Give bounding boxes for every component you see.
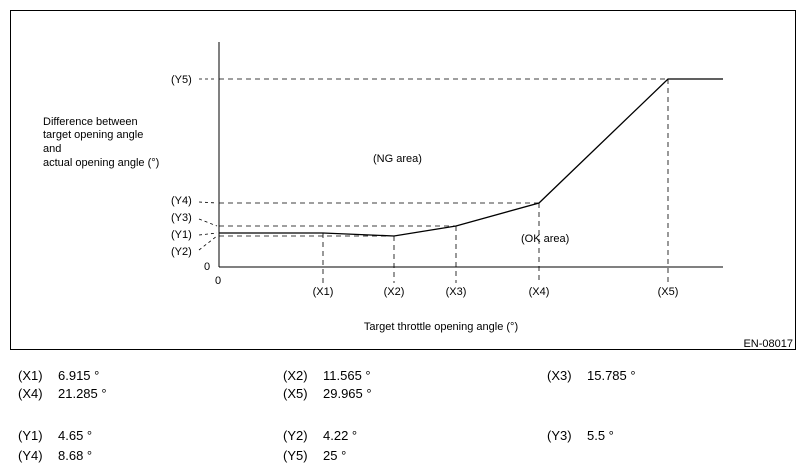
value-key: (X3)	[547, 368, 572, 383]
y-tick-y2: (Y2)	[171, 246, 192, 258]
value-number: 21.285 °	[58, 386, 107, 401]
leader-y3	[198, 218, 218, 227]
threshold-line	[219, 78, 723, 237]
value-number: 4.65 °	[58, 428, 93, 443]
value-x2: (X2) 11.565 °	[283, 368, 371, 383]
diagram-frame: Difference between target opening angle …	[10, 10, 796, 350]
values-table: (X1) 6.915 ° (X2) 11.565 ° (X3) 15.785 ° (X…	[0, 360, 808, 473]
value-number: 11.565 °	[323, 368, 371, 383]
y-axis-label-line-2: target opening angle	[43, 129, 143, 141]
y-axis-label-line-4: actual opening angle (°)	[43, 157, 159, 169]
value-x3: (X3) 15.785 °	[547, 368, 636, 383]
value-number: 25 °	[323, 448, 347, 463]
y-tick-y4: (Y4)	[171, 195, 192, 207]
value-number: 15.785 °	[587, 368, 636, 383]
origin-y-label: 0	[204, 261, 210, 273]
y-axis-label: Difference between target opening angle …	[43, 116, 159, 169]
origin-x-label: 0	[215, 275, 221, 287]
x-tick-x5: (X5)	[658, 286, 679, 298]
x-tick-x2: (X2)	[384, 286, 405, 298]
y-tick-y3: (Y3)	[171, 212, 192, 224]
leader-y4	[198, 201, 218, 204]
value-key: (Y4)	[18, 448, 43, 463]
y-tick-y1: (Y1)	[171, 229, 192, 241]
ok-area-label: (OK area)	[521, 233, 569, 245]
value-key: (Y2)	[283, 428, 308, 443]
value-key: (Y3)	[547, 428, 572, 443]
value-key: (X2)	[283, 368, 308, 383]
guide-lines	[198, 78, 669, 283]
value-y5: (Y5) 25 °	[283, 448, 346, 463]
value-key: (X4)	[18, 386, 43, 401]
value-x1: (X1) 6.915 °	[18, 368, 99, 383]
y-axis-label-line-3: and	[43, 143, 61, 155]
x-axis-label: Target throttle opening angle (°)	[364, 321, 518, 333]
value-number: 8.68 °	[58, 448, 93, 463]
x-tick-x4: (X4)	[529, 286, 550, 298]
value-y2: (Y2) 4.22 °	[283, 428, 357, 443]
threshold-diagram: Difference between target opening angle …	[43, 42, 793, 350]
figure-code: EN-08017	[743, 338, 793, 350]
value-key: (Y1)	[18, 428, 43, 443]
value-number: 29.965 °	[323, 386, 372, 401]
value-y1: (Y1) 4.65 °	[18, 428, 92, 443]
y-tick-y5: (Y5)	[171, 74, 192, 86]
value-x5: (X5) 29.965 °	[283, 386, 372, 401]
value-number: 5.5 °	[587, 428, 614, 443]
value-key: (X1)	[18, 368, 43, 383]
value-number: 4.22 °	[323, 428, 358, 443]
x-tick-x3: (X3)	[446, 286, 467, 298]
value-y3: (Y3) 5.5 °	[547, 428, 614, 443]
y-axis-label-line-1: Difference between	[43, 116, 138, 128]
x-tick-x1: (X1)	[313, 286, 334, 298]
value-key: (X5)	[283, 386, 308, 401]
value-y4: (Y4) 8.68 °	[18, 448, 92, 463]
ng-area-label: (NG area)	[373, 153, 422, 165]
value-number: 6.915 °	[58, 368, 100, 383]
value-x4: (X4) 21.285 °	[18, 386, 107, 401]
leader-y2	[198, 235, 218, 251]
value-key: (Y5)	[283, 448, 308, 463]
leader-y1	[198, 232, 218, 236]
